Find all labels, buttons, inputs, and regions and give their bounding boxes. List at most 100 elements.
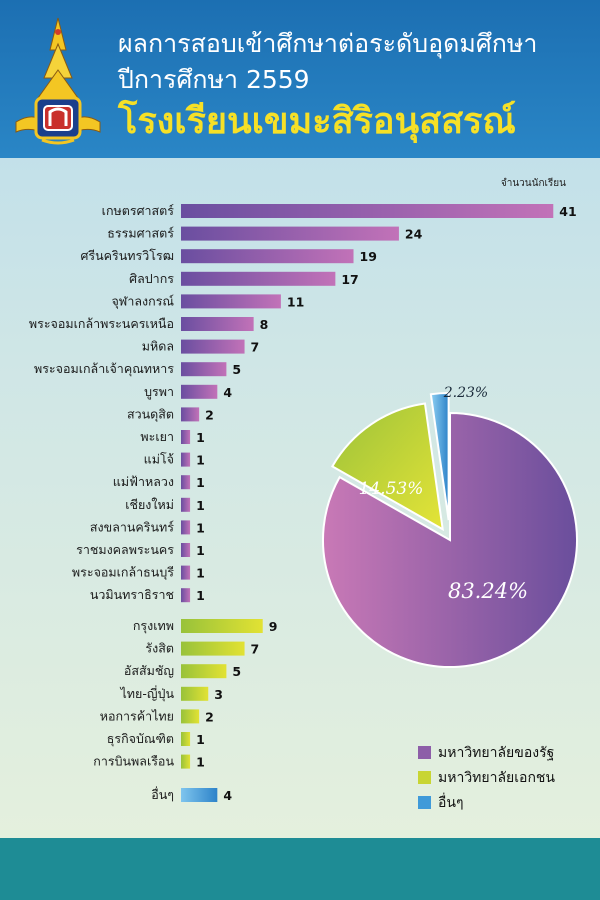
bar-value-label: 4 [223, 788, 232, 803]
legend-item-other: อื่นๆ [418, 792, 555, 814]
bar-value-label: 1 [196, 566, 205, 581]
bar-value-label: 1 [196, 430, 205, 445]
bar [181, 754, 191, 769]
school-name: โรงเรียนเขมะสิริอนุสสรณ์ [118, 101, 516, 142]
bar [181, 249, 354, 264]
bar-category-label: เกษตรศาสตร์ [102, 203, 175, 218]
pie-legend: มหาวิทยาลัยของรัฐ มหาวิทยาลัยเอกชน อื่นๆ [418, 742, 555, 817]
pie-slice-label: 2.23% [443, 385, 488, 401]
bar-value-label: 17 [341, 272, 358, 287]
legend-swatch-other [418, 796, 431, 809]
bar-category-label: แม่ฟ้าหลวง [113, 474, 174, 489]
value-axis-label: จำนวนนักเรียน [501, 177, 566, 189]
bar-value-label: 1 [196, 453, 205, 468]
bar-value-label: 1 [196, 520, 205, 535]
bar [181, 452, 191, 467]
bar-value-label: 41 [559, 204, 576, 219]
bar [181, 520, 191, 535]
bar-value-label: 2 [205, 709, 214, 724]
bar [181, 497, 191, 512]
bar-value-label: 8 [260, 317, 269, 332]
pie-slice-label: 14.53% [359, 479, 424, 499]
bar-category-label: พระจอมเกล้าเจ้าคุณทหาร [34, 361, 174, 377]
bar [181, 339, 245, 354]
bar-value-label: 24 [405, 227, 423, 242]
bar [181, 686, 209, 701]
bar-value-label: 1 [196, 475, 205, 490]
bar [181, 226, 399, 241]
bar [181, 294, 281, 309]
bar [181, 565, 191, 580]
pie-slice-label: 83.24% [448, 579, 528, 603]
legend-label-public: มหาวิทยาลัยของรัฐ [438, 745, 555, 761]
bar-category-label: มหิดล [142, 339, 174, 354]
bar-category-label: ศรีนครินทรวิโรฒ [80, 248, 174, 263]
bar-value-label: 1 [196, 755, 205, 770]
bar [181, 709, 200, 724]
bar [181, 641, 245, 656]
bar-value-label: 7 [251, 340, 260, 355]
bar [181, 430, 191, 444]
bar-value-label: 5 [232, 362, 241, 377]
bar [181, 204, 554, 218]
bar-value-label: 4 [223, 385, 232, 400]
bar [181, 788, 218, 802]
bar [181, 317, 254, 331]
bar-category-label: พระจอมเกล้าพระนครเหนือ [29, 316, 174, 331]
school-crest-logo [15, 17, 101, 145]
bar-category-label: จุฬาลงกรณ์ [111, 293, 174, 309]
bar [181, 362, 227, 377]
bar-value-label: 11 [287, 294, 304, 309]
header-banner: ผลการสอบเข้าศึกษาต่อระดับอุดมศึกษา ปีการ… [0, 0, 600, 158]
bar [181, 588, 191, 603]
bar [181, 384, 218, 399]
bar-category-label: ไทย-ญี่ปุ่น [120, 685, 175, 702]
bar-category-label: อัสสัมชัญ [124, 663, 174, 678]
bar-value-label: 5 [232, 664, 241, 679]
bar [181, 664, 227, 679]
bar-category-label: แม่โจ้ [144, 452, 174, 467]
bar-value-label: 1 [196, 732, 205, 747]
bar-category-label: การบินพลเรือน [93, 754, 174, 769]
bar-category-label: พะเยา [140, 429, 174, 444]
bar-value-label: 1 [196, 588, 205, 603]
legend-label-other: อื่นๆ [438, 795, 464, 811]
bar-category-label: พระจอมเกล้าธนบุรี [72, 565, 174, 581]
bar-category-label: นวมินทราธิราช [90, 587, 174, 602]
bar-category-label: ธรรมศาสตร์ [107, 226, 174, 241]
bar [181, 543, 191, 557]
bar-value-label: 9 [269, 619, 278, 634]
bar-category-label: เชียงใหม่ [125, 497, 174, 512]
bar-category-label: อื่นๆ [151, 786, 174, 802]
bar-category-label: หอการค้าไทย [100, 708, 174, 723]
legend-item-public: มหาวิทยาลัยของรัฐ [418, 742, 555, 764]
bar-value-label: 2 [205, 407, 214, 422]
bar-value-label: 1 [196, 498, 205, 513]
bar-category-label: สวนดุสิต [127, 406, 174, 422]
legend-label-private: มหาวิทยาลัยเอกชน [438, 770, 555, 786]
bar [181, 407, 200, 422]
bar-category-label: ธุรกิจบัณฑิต [107, 731, 174, 747]
footer-band [0, 838, 600, 900]
bar-category-label: ศิลปากร [129, 271, 174, 286]
bar [181, 271, 336, 286]
bar-category-label: รังสิต [145, 641, 174, 656]
bar-category-label: กรุงเทพ [133, 618, 174, 634]
bar [181, 619, 263, 633]
pie-chart: 83.24% 14.53% 2.23% [322, 385, 578, 668]
pie-slice [429, 392, 450, 521]
legend-swatch-private [418, 771, 431, 784]
legend-item-private: มหาวิทยาลัยเอกชน [418, 767, 555, 789]
pie-slice [322, 411, 578, 668]
pie-slice [330, 402, 444, 532]
legend-swatch-public [418, 746, 431, 759]
bar-value-label: 19 [360, 249, 377, 264]
title-line-1: ผลการสอบเข้าศึกษาต่อระดับอุดมศึกษา [118, 29, 538, 58]
title-line-2: ปีการศึกษา 2559 [118, 65, 310, 94]
bar-category-label: บูรพา [144, 384, 174, 400]
bar-value-label: 7 [251, 642, 260, 657]
bar-value-label: 3 [214, 687, 223, 702]
